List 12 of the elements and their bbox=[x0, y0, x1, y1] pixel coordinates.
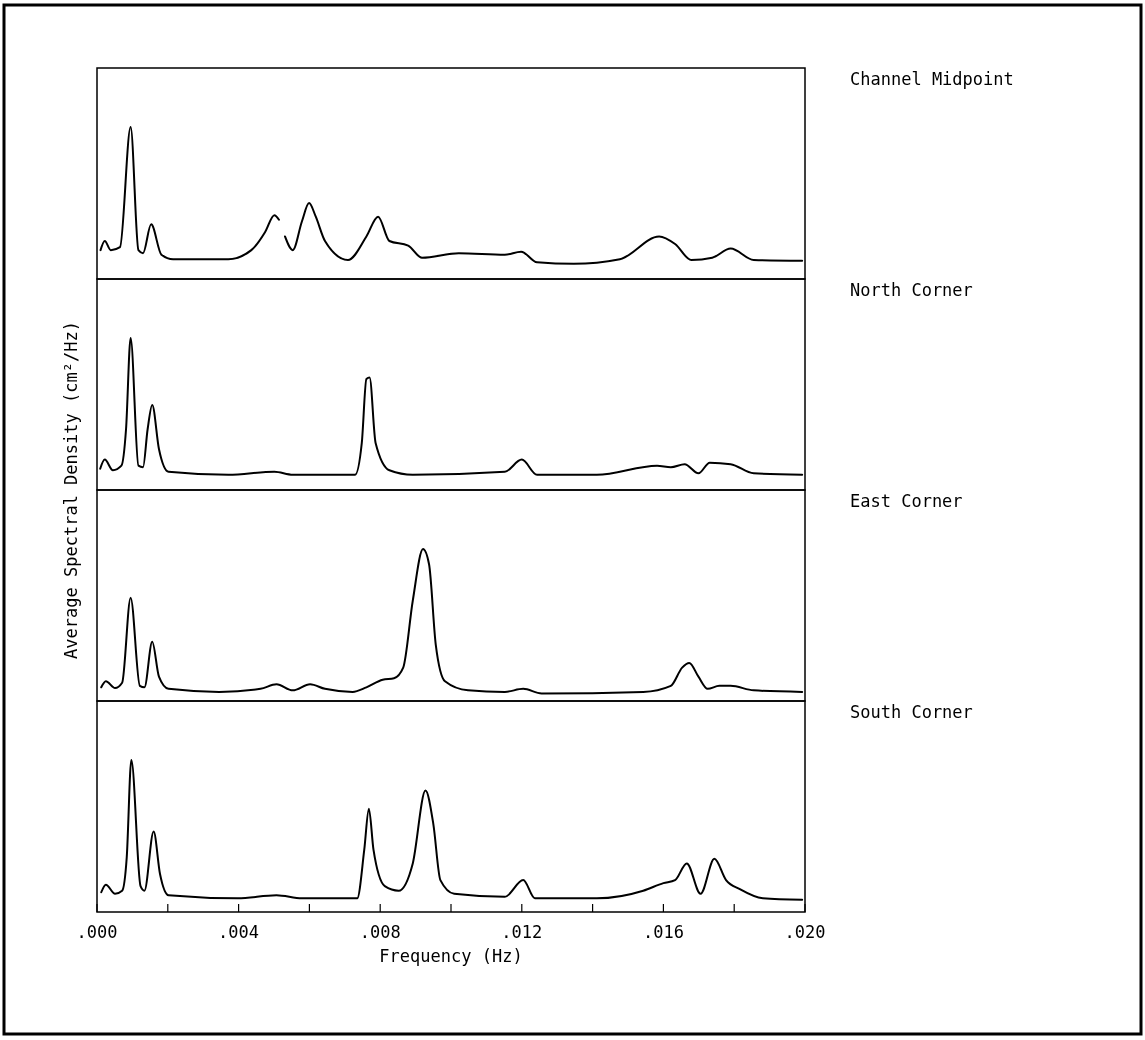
y-axis-title: Average Spectral Density (cm²/Hz) bbox=[61, 321, 81, 659]
x-tick-label: .012 bbox=[501, 922, 543, 942]
x-tick-label: .008 bbox=[359, 922, 401, 942]
text: East Corner bbox=[850, 491, 963, 511]
x-tick-label: .020 bbox=[784, 922, 826, 942]
text: Channel Midpoint bbox=[850, 69, 1014, 89]
x-tick-label: .000 bbox=[76, 922, 118, 942]
x-tick-label: .004 bbox=[218, 922, 260, 942]
text: North Corner bbox=[850, 280, 973, 300]
text: South Corner bbox=[850, 702, 973, 722]
x-axis-title: Frequency (Hz) bbox=[379, 946, 523, 966]
x-tick-label: .016 bbox=[642, 922, 684, 942]
